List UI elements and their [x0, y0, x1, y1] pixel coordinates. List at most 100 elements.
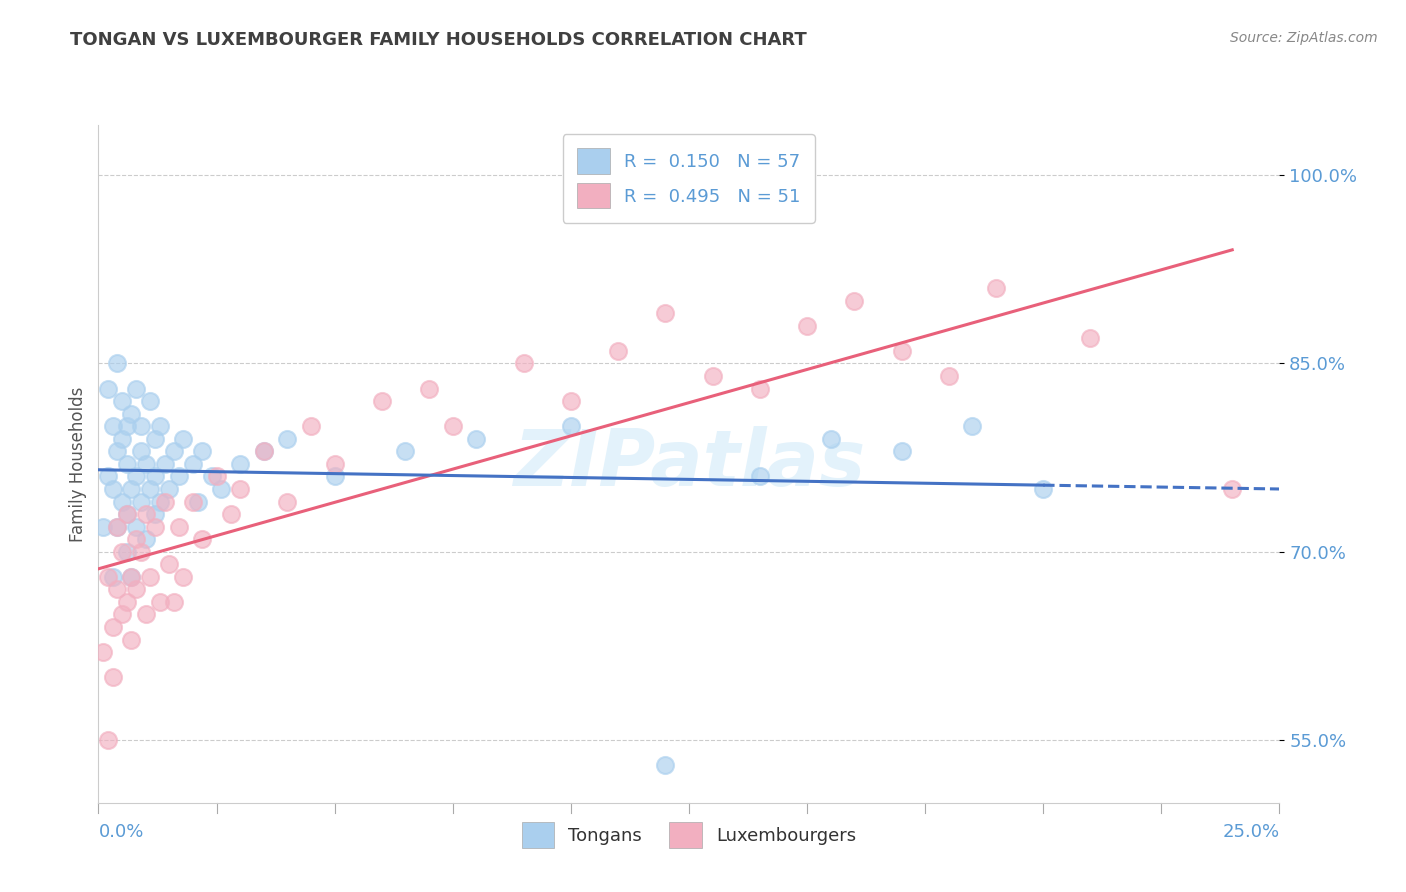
Point: [820, 432, 842, 446]
Point: [139, 570, 162, 584]
Point: [97, 570, 120, 584]
Point: [129, 419, 152, 434]
Point: [129, 494, 152, 508]
Point: [111, 607, 134, 622]
Text: TONGAN VS LUXEMBOURGER FAMILY HOUSEHOLDS CORRELATION CHART: TONGAN VS LUXEMBOURGER FAMILY HOUSEHOLDS…: [70, 31, 807, 49]
Point: [512, 356, 534, 370]
Point: [97, 382, 120, 396]
Point: [149, 419, 172, 434]
Point: [938, 368, 960, 383]
Point: [101, 670, 124, 684]
Text: 25.0%: 25.0%: [1222, 823, 1279, 841]
Point: [135, 532, 157, 546]
Point: [205, 469, 228, 483]
Point: [115, 545, 138, 559]
Point: [91, 519, 114, 533]
Point: [607, 343, 630, 358]
Point: [143, 469, 166, 483]
Point: [654, 758, 676, 772]
Point: [143, 519, 166, 533]
Point: [163, 444, 186, 458]
Point: [748, 382, 770, 396]
Point: [167, 519, 190, 533]
Point: [181, 494, 204, 508]
Point: [121, 570, 143, 584]
Point: [125, 382, 148, 396]
Point: [121, 407, 143, 421]
Point: [253, 444, 276, 458]
Point: [125, 582, 148, 597]
Point: [125, 519, 148, 533]
Point: [157, 558, 180, 572]
Point: [962, 419, 984, 434]
Point: [1220, 482, 1243, 496]
Point: [172, 432, 194, 446]
Point: [105, 444, 128, 458]
Point: [276, 432, 298, 446]
Text: Source: ZipAtlas.com: Source: ZipAtlas.com: [1230, 31, 1378, 45]
Point: [299, 419, 322, 434]
Point: [135, 457, 157, 471]
Point: [654, 306, 676, 320]
Point: [748, 469, 770, 483]
Point: [143, 432, 166, 446]
Point: [276, 494, 298, 508]
Y-axis label: Family Households: Family Households: [69, 386, 87, 541]
Point: [125, 469, 148, 483]
Point: [105, 519, 128, 533]
Point: [702, 368, 724, 383]
Point: [149, 494, 172, 508]
Point: [209, 482, 232, 496]
Point: [129, 545, 152, 559]
Point: [1080, 331, 1102, 345]
Point: [115, 595, 138, 609]
Point: [143, 507, 166, 521]
Point: [135, 507, 157, 521]
Point: [91, 645, 114, 659]
Point: [153, 494, 176, 508]
Point: [890, 343, 912, 358]
Point: [844, 293, 866, 308]
Point: [201, 469, 224, 483]
Point: [111, 494, 134, 508]
Point: [172, 570, 194, 584]
Point: [465, 432, 488, 446]
Point: [105, 356, 128, 370]
Point: [101, 419, 124, 434]
Point: [115, 419, 138, 434]
Point: [191, 532, 214, 546]
Point: [229, 457, 252, 471]
Point: [121, 632, 143, 647]
Point: [111, 545, 134, 559]
Point: [135, 607, 157, 622]
Point: [219, 507, 242, 521]
Point: [129, 444, 152, 458]
Point: [115, 507, 138, 521]
Point: [394, 444, 416, 458]
Point: [111, 432, 134, 446]
Point: [149, 595, 172, 609]
Point: [418, 382, 440, 396]
Point: [157, 482, 180, 496]
Point: [97, 733, 120, 747]
Text: 0.0%: 0.0%: [98, 823, 143, 841]
Point: [229, 482, 252, 496]
Point: [101, 570, 124, 584]
Point: [101, 482, 124, 496]
Point: [560, 419, 582, 434]
Point: [323, 457, 346, 471]
Point: [115, 507, 138, 521]
Point: [153, 457, 176, 471]
Point: [371, 394, 394, 409]
Point: [139, 482, 162, 496]
Text: ZIPatlas: ZIPatlas: [513, 425, 865, 502]
Point: [560, 394, 582, 409]
Point: [115, 457, 138, 471]
Point: [796, 318, 818, 333]
Point: [890, 444, 912, 458]
Point: [139, 394, 162, 409]
Point: [1032, 482, 1054, 496]
Point: [105, 582, 128, 597]
Point: [187, 494, 209, 508]
Point: [105, 519, 128, 533]
